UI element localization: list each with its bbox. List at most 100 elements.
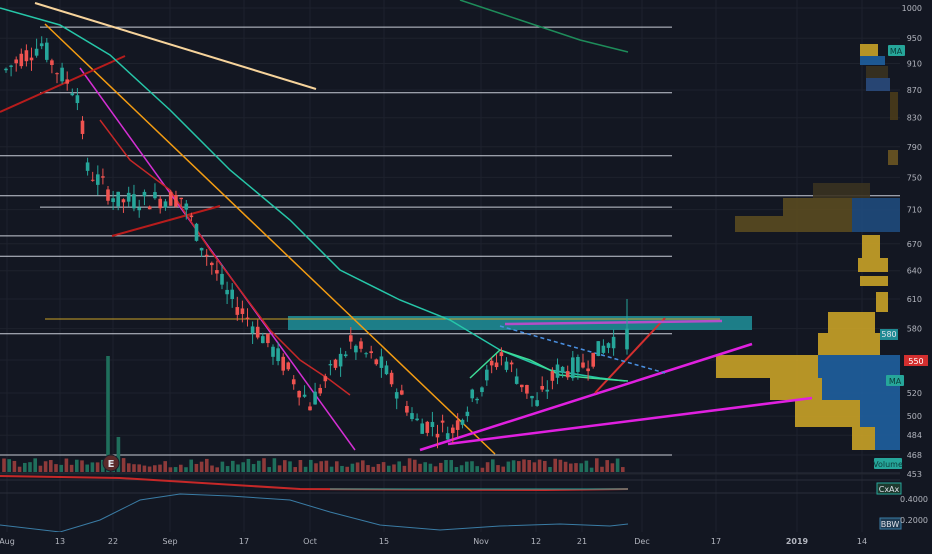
volume-bar-73 xyxy=(381,462,386,472)
vp-bar-23 xyxy=(875,427,902,450)
ma-short-green-line xyxy=(469,349,629,382)
candle-body-14 xyxy=(75,95,80,104)
time-tick-9: 21 xyxy=(577,537,587,546)
candle-body-27 xyxy=(142,191,147,197)
volume-badge xyxy=(874,458,902,469)
volume-bar-65 xyxy=(340,465,344,472)
price-tick-0: 1000 xyxy=(902,4,922,13)
candle-body-116 xyxy=(596,341,601,356)
time-tick-7: Nov xyxy=(473,537,489,546)
volume-bar-83 xyxy=(433,466,438,472)
grid-lines xyxy=(0,0,900,532)
volume-bar-98 xyxy=(511,460,516,472)
candle-body-110 xyxy=(565,371,570,378)
candle-body-63 xyxy=(328,364,333,366)
candle-body-36 xyxy=(189,215,194,218)
candle-body-31 xyxy=(163,201,168,208)
volume-bar-116 xyxy=(605,460,609,472)
price-axis: 1000 950 910 870 830 790 750 710 670 640 610 580 550… xyxy=(902,4,922,479)
candle-body-26 xyxy=(137,207,141,211)
candle-body-10 xyxy=(55,73,59,75)
volume-bar-18 xyxy=(95,462,100,472)
price-tick-6: 750 xyxy=(907,173,922,182)
trendline-red-1 xyxy=(0,55,126,113)
volume-bar-50 xyxy=(262,458,266,472)
volume-bar-3 xyxy=(17,466,22,472)
candle-body-64 xyxy=(333,359,338,368)
candle-body-85 xyxy=(440,420,445,423)
vp-bar-1 xyxy=(860,56,885,65)
candle-body-102 xyxy=(525,385,529,394)
candle-body-108 xyxy=(555,364,560,378)
volume-bar-26 xyxy=(137,464,141,472)
volume-bar-107 xyxy=(558,459,563,472)
volume-bar-92 xyxy=(480,467,485,472)
candle-body-92 xyxy=(475,398,479,401)
volume-bar-70 xyxy=(366,465,370,472)
volume-bar-118 xyxy=(615,458,620,472)
ma-red-line xyxy=(99,119,351,396)
volume-bar-76 xyxy=(397,461,401,472)
volume-bar-10 xyxy=(54,464,58,472)
candle-body-73 xyxy=(379,356,384,368)
vp-bar-16 xyxy=(716,355,818,378)
volume-bar-119 xyxy=(621,467,625,472)
candle-body-87 xyxy=(451,427,455,434)
volume-bar-67 xyxy=(350,463,355,472)
candle-body-71 xyxy=(369,351,373,354)
candle-body-1 xyxy=(9,65,13,67)
candle-body-106 xyxy=(545,389,550,392)
time-tick-3: Sep xyxy=(162,537,177,546)
vp-bar-18 xyxy=(770,378,822,400)
vp-bar-7 xyxy=(783,198,852,216)
price-tick-3: 870 xyxy=(907,86,922,95)
volume-bar-15 xyxy=(80,460,84,472)
price-tick-16: 468 xyxy=(907,451,922,460)
candle-body-95 xyxy=(489,360,494,366)
time-tick-11: 17 xyxy=(711,537,721,546)
ma-badge-top-label: MA xyxy=(890,47,903,56)
volume-bar-91 xyxy=(475,466,479,472)
candle-body-4 xyxy=(24,50,29,62)
volume-bar-47 xyxy=(246,458,251,472)
candle-body-96 xyxy=(494,362,499,368)
vp-bar-10 xyxy=(862,235,880,258)
candle-body-22 xyxy=(116,191,120,207)
candle-body-2 xyxy=(14,59,18,64)
volume-bar-20 xyxy=(106,356,110,472)
volume-bar-111 xyxy=(579,463,583,472)
candle-body-91 xyxy=(470,389,475,399)
current-price-badge xyxy=(904,355,928,366)
volume-bar-56 xyxy=(293,467,297,472)
candle-body-0 xyxy=(4,68,8,71)
volume-bar-45 xyxy=(236,464,240,472)
candle-body-81 xyxy=(420,423,424,434)
vp-bar-20 xyxy=(795,400,860,427)
price-tick-10: 610 xyxy=(907,295,922,304)
candle-body-58 xyxy=(302,394,307,397)
volume-bar-78 xyxy=(407,458,412,472)
volume-bar-31 xyxy=(163,461,167,472)
volume-bar-99 xyxy=(517,461,521,472)
volume-bar-62 xyxy=(324,460,329,472)
volume-bar-39 xyxy=(205,458,209,472)
volume-bar-60 xyxy=(314,463,318,472)
volume-bar-85 xyxy=(444,459,448,472)
trendline-cream xyxy=(34,2,317,90)
candle-body-78 xyxy=(405,406,409,413)
time-tick-8: 12 xyxy=(531,537,541,546)
trendline-magenta-up xyxy=(419,342,753,452)
earnings-marker[interactable] xyxy=(102,454,120,472)
volume-bar-35 xyxy=(184,467,188,472)
candle-body-25 xyxy=(132,194,136,209)
candle-body-107 xyxy=(550,371,555,381)
volume-bar-109 xyxy=(569,463,573,472)
candle-body-76 xyxy=(394,392,399,399)
volume-bar-40 xyxy=(210,465,214,472)
volume-bar-86 xyxy=(449,460,453,472)
candle-body-19 xyxy=(101,176,105,178)
time-axis-bg xyxy=(0,532,932,550)
candle-body-42 xyxy=(220,273,224,285)
